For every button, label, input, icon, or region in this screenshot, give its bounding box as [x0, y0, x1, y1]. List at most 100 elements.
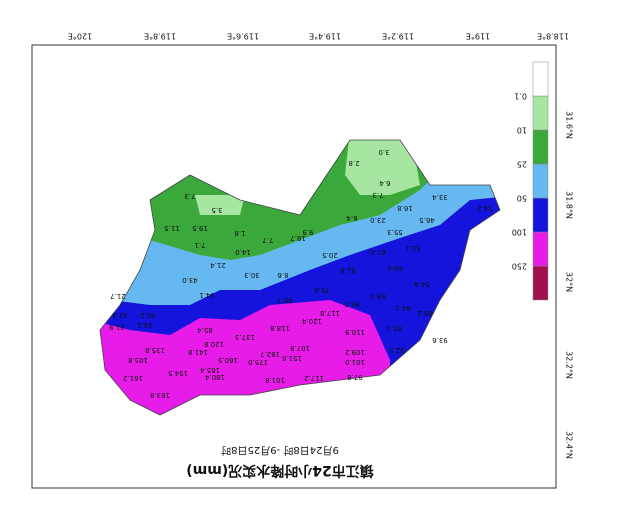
legend-swatch — [532, 61, 549, 97]
station-value: 3.5 — [211, 206, 222, 214]
station-value: 75.6 — [314, 286, 330, 294]
station-value: 14.0 — [235, 248, 251, 256]
station-value: 180.4 — [204, 373, 225, 381]
outline — [99, 139, 501, 416]
station-value: 31.9 — [109, 323, 125, 331]
zone-lightgreen — [195, 195, 245, 215]
station-value: 54.2 — [477, 204, 493, 212]
zone-lightgreen — [345, 140, 420, 195]
lat-label: 31.6°N — [565, 111, 574, 139]
legend: 250 100 50 25 10 0.1 — [512, 61, 549, 301]
station-value: 16.8 — [397, 204, 413, 212]
station-value: 7.1 — [194, 241, 205, 249]
station-value: 118.8 — [270, 324, 290, 332]
lat-label: 32.2°N — [565, 351, 574, 379]
station-value: 101.8 — [265, 376, 285, 384]
station-value: 33.4 — [432, 193, 448, 201]
station-value: 161.2 — [123, 374, 143, 382]
station-value: 65.1 — [386, 324, 402, 332]
station-value: 55.3 — [387, 228, 403, 236]
station-value: 101.0 — [345, 358, 365, 366]
lon-label: 120°E — [68, 32, 92, 41]
legend-swatch — [532, 95, 549, 131]
station-value: 8.6 — [277, 271, 289, 279]
station-value: 40.2 — [140, 311, 156, 319]
station-value: 21.7 — [110, 292, 126, 300]
station-value: 92.5 — [389, 346, 405, 354]
station-value: 54.8 — [414, 280, 430, 288]
station-value: 19.5 — [192, 224, 208, 232]
lon-label: 119.4°E — [309, 32, 341, 41]
station-value: 109.2 — [345, 348, 365, 356]
station-value: 98.5 — [344, 300, 360, 308]
legend-swatch — [532, 129, 549, 165]
station-value: 6.4 — [346, 214, 358, 222]
station-value: 42.4 — [112, 311, 128, 319]
station-value: 20.5 — [322, 251, 338, 259]
station-value: 93.6 — [432, 336, 448, 344]
station-value: 1.8 — [234, 229, 245, 237]
lon-label: 119.6°E — [227, 32, 259, 41]
station-value: 151.6 — [281, 354, 302, 362]
legend-label: 50 — [517, 194, 527, 203]
lat-label: 31.8°N — [565, 191, 574, 219]
station-value: 3.0 — [378, 148, 389, 156]
station-value: 135.8 — [145, 346, 165, 354]
station-value: 7.7 — [262, 236, 273, 244]
station-value: 7.3 — [372, 191, 383, 199]
lon-label: 118.8°E — [537, 32, 569, 41]
station-value: 33.1 — [137, 321, 153, 329]
legend-swatch — [532, 265, 549, 301]
lon-label: 119°E — [466, 32, 490, 41]
station-value: 175.0 — [248, 358, 268, 366]
station-value: 51.1 — [405, 244, 421, 252]
station-value: 154.5 — [168, 369, 188, 377]
station-value: 11.5 — [164, 224, 180, 232]
station-value: 61.0 — [370, 248, 386, 256]
lat-label: 32.4°N — [565, 431, 574, 459]
station-value: 34.1 — [199, 291, 215, 299]
station-value: 182.7 — [260, 350, 280, 358]
station-value: 7.3 — [184, 192, 195, 200]
station-value: 69.3 — [370, 292, 386, 300]
station-value: 110.9 — [345, 328, 365, 336]
legend-swatch — [532, 197, 549, 233]
station-value: 85.4 — [197, 326, 213, 334]
title: 镇江市24小时降水实况(mm) — [186, 462, 373, 479]
legend-label: 100 — [512, 228, 527, 237]
lon-label: 119.8°E — [144, 32, 176, 41]
station-value: 97.8 — [347, 373, 363, 381]
subtitle: 9月24日8时 -9月25日8时 — [221, 444, 339, 456]
legend-swatch — [532, 231, 549, 267]
station-value: 105.8 — [128, 356, 148, 364]
legend-label: 250 — [512, 262, 527, 271]
legend-label: 10 — [517, 126, 527, 135]
station-value: 23.0 — [370, 216, 386, 224]
legend-label: 0.1 — [514, 92, 527, 101]
station-value: 69.0 — [387, 264, 403, 272]
station-value: 64.1 — [395, 304, 411, 312]
lon-label: 119.2°E — [382, 32, 414, 41]
station-value: 2.8 — [348, 159, 359, 167]
station-value: 165.4 — [199, 366, 220, 374]
station-value: 160.5 — [218, 356, 238, 364]
station-value: 95.7 — [277, 296, 293, 304]
station-value: 120.4 — [301, 317, 322, 325]
station-value: 30.3 — [244, 271, 260, 279]
station-value: 68.2 — [417, 309, 433, 317]
station-value: 163.8 — [150, 391, 170, 399]
station-value: 141.8 — [188, 348, 208, 356]
station-value: 6.4 — [379, 179, 391, 187]
station-value: 117.8 — [320, 309, 340, 317]
station-value: 9.9 — [302, 228, 313, 236]
legend-label: 25 — [517, 160, 527, 169]
station-value: 43.0 — [182, 276, 198, 284]
station-value: 107.8 — [290, 344, 310, 352]
station-value: 46.5 — [419, 216, 435, 224]
station-value: 117.2 — [304, 374, 324, 382]
legend-swatch — [532, 163, 549, 199]
station-value: 81.8 — [340, 266, 356, 274]
station-value: 21.4 — [210, 261, 226, 269]
